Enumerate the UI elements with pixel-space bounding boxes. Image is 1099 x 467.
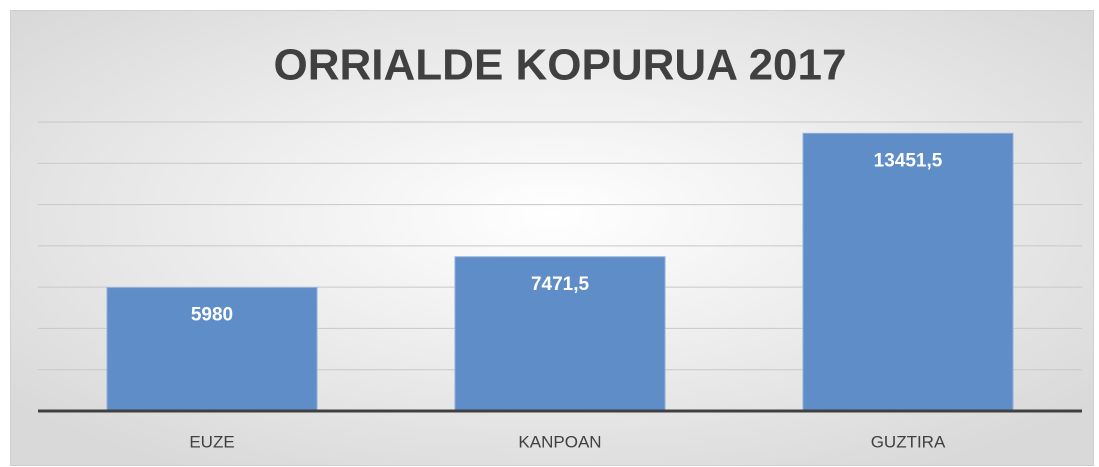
data-label: 7471,5: [531, 274, 590, 295]
x-tick-label: EUZE: [189, 432, 234, 451]
data-label: 5980: [191, 305, 233, 326]
bar: [802, 132, 1014, 412]
bar: [106, 287, 318, 412]
bar: [454, 256, 666, 412]
chart-title: ORRIALDE KOPURUA 2017: [274, 41, 847, 90]
x-tick-label: GUZTIRA: [871, 432, 946, 451]
x-tick-label: KANPOAN: [518, 432, 601, 451]
data-label: 13451,5: [874, 150, 943, 171]
